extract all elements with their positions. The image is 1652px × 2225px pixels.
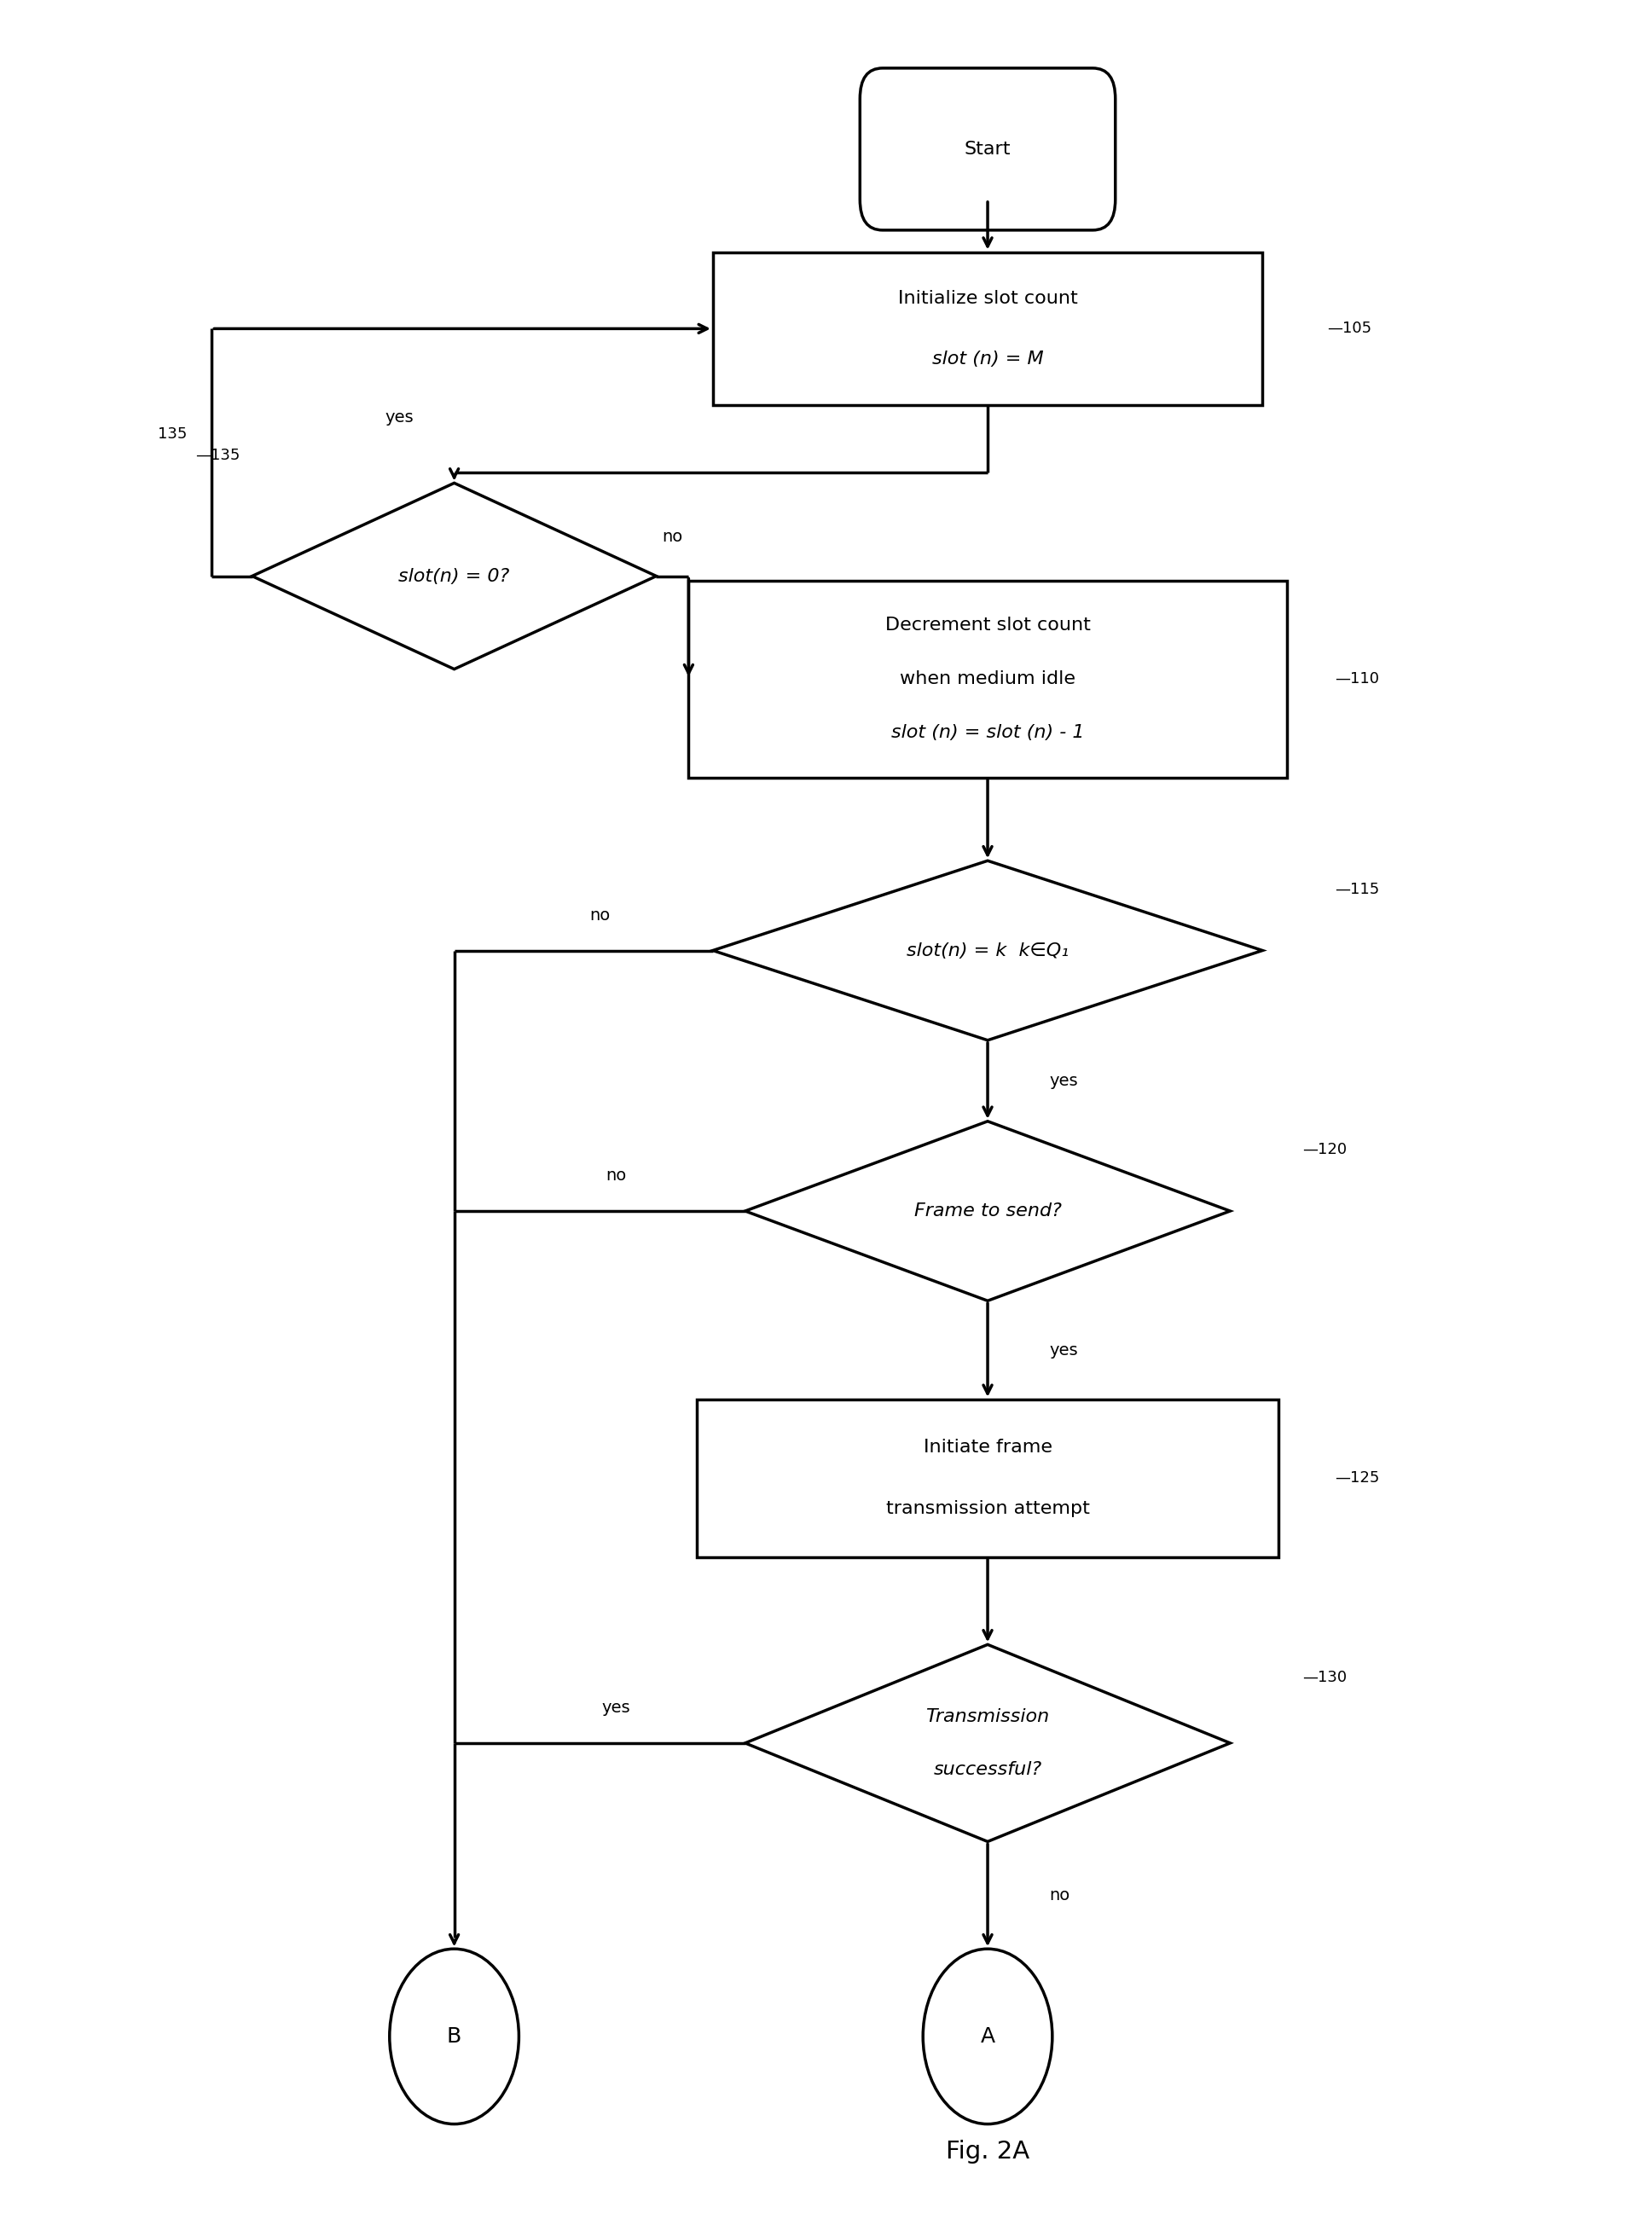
- Text: Initiate frame: Initiate frame: [923, 1440, 1052, 1455]
- Circle shape: [390, 1949, 519, 2125]
- Text: when medium idle: when medium idle: [900, 670, 1075, 688]
- Text: Initialize slot count: Initialize slot count: [897, 289, 1077, 307]
- Text: —130: —130: [1303, 1669, 1348, 1684]
- Bar: [714, 251, 1262, 405]
- Polygon shape: [253, 483, 656, 670]
- Text: slot (n) = slot (n) - 1: slot (n) = slot (n) - 1: [890, 723, 1084, 741]
- Text: yes: yes: [1049, 1072, 1077, 1088]
- Text: no: no: [606, 1168, 626, 1184]
- Text: —110: —110: [1335, 672, 1379, 688]
- Text: 135: 135: [159, 427, 187, 441]
- FancyBboxPatch shape: [861, 69, 1115, 229]
- Text: no: no: [1049, 1887, 1070, 1902]
- Text: transmission attempt: transmission attempt: [885, 1500, 1090, 1517]
- Text: yes: yes: [1049, 1342, 1077, 1357]
- Bar: [689, 581, 1287, 777]
- Text: successful?: successful?: [933, 1760, 1042, 1778]
- Text: no: no: [662, 530, 682, 545]
- Text: slot(n) = k  k∈Q₁: slot(n) = k k∈Q₁: [907, 941, 1069, 959]
- Text: Fig. 2A: Fig. 2A: [947, 2140, 1029, 2163]
- Polygon shape: [745, 1644, 1231, 1842]
- Text: —105: —105: [1327, 320, 1371, 336]
- Text: slot (n) = M: slot (n) = M: [932, 349, 1044, 367]
- Circle shape: [923, 1949, 1052, 2125]
- Bar: [697, 1400, 1279, 1557]
- Text: Start: Start: [965, 140, 1011, 158]
- Text: A: A: [980, 2027, 995, 2047]
- Text: —120: —120: [1303, 1141, 1348, 1157]
- Text: B: B: [446, 2027, 461, 2047]
- Text: yes: yes: [385, 409, 413, 425]
- Text: Transmission: Transmission: [925, 1709, 1049, 1724]
- Text: —115: —115: [1335, 881, 1379, 897]
- Text: Decrement slot count: Decrement slot count: [885, 616, 1090, 634]
- Text: slot(n) = 0?: slot(n) = 0?: [398, 567, 510, 585]
- Polygon shape: [745, 1121, 1231, 1302]
- Text: —125: —125: [1335, 1471, 1379, 1486]
- Text: Frame to send?: Frame to send?: [914, 1202, 1061, 1219]
- Text: yes: yes: [601, 1700, 629, 1715]
- Polygon shape: [714, 861, 1262, 1041]
- Text: —135: —135: [195, 447, 240, 463]
- Text: no: no: [590, 908, 610, 923]
